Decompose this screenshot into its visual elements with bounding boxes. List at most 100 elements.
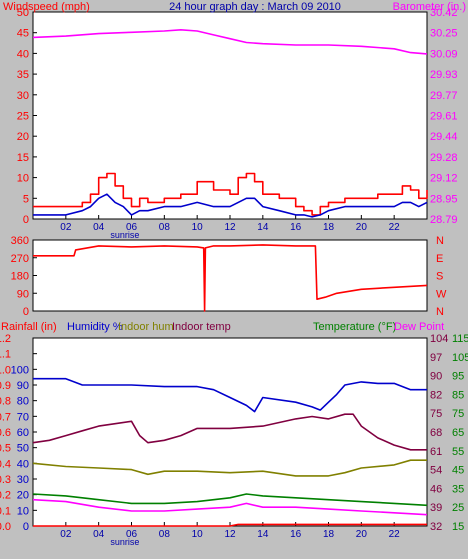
rainfall-tick-11: 1.1: [0, 349, 11, 361]
bottom-time-tick-02: 02: [60, 529, 72, 540]
top-time-tick-20: 20: [356, 222, 368, 233]
legend-humidity: Humidity %: [67, 321, 123, 333]
top-time-tick-10: 10: [192, 222, 204, 233]
inhum-series-line: [32, 459, 427, 477]
top-time-tick-18: 18: [323, 222, 335, 233]
barometer-tick-7: 29.93: [430, 69, 458, 81]
windspeed-tick-5: 25: [17, 111, 29, 123]
barometer-tick-10: 30.42: [430, 7, 458, 19]
baro-series-line: [32, 29, 428, 55]
barometer-tick-2: 29.12: [430, 173, 458, 185]
temperature-axis-tick-9: 105: [452, 352, 468, 364]
humidity-tick-8: 80: [17, 396, 29, 408]
top-time-tick-12: 12: [224, 222, 236, 233]
legend-indoor-temp: Indoor temp: [172, 321, 231, 333]
indoor-temp-axis-tick-5: 68: [430, 427, 442, 439]
temperature-axis-tick-5: 65: [452, 427, 464, 439]
rainfall-tick-1: 0.1: [0, 505, 11, 517]
bottom-time-tick-08: 08: [159, 529, 171, 540]
windspeed-axis-label: Windspeed (mph): [3, 1, 90, 13]
temperature-axis-tick-3: 45: [452, 465, 464, 477]
direction-tick-3: 270: [11, 253, 29, 265]
bottom-time-tick-14: 14: [257, 529, 269, 540]
rainfall-tick-3: 0.3: [0, 474, 11, 486]
indoor-temp-axis-tick-2: 46: [430, 483, 442, 495]
rainfall-tick-0: 0.0: [0, 521, 11, 533]
temperature-axis-tick-10: 115: [452, 333, 468, 345]
bottom-sunrise-label: sunrise: [110, 537, 139, 547]
indoor-temp-axis-tick-1: 39: [430, 502, 442, 514]
top-time-tick-02: 02: [60, 222, 72, 233]
indoor-temp-axis-tick-9: 97: [430, 352, 442, 364]
direction-tick-4: 360: [11, 235, 29, 247]
humidity-tick-9: 90: [17, 380, 29, 392]
windspeed-tick-6: 30: [17, 90, 29, 102]
barometer-tick-4: 29.44: [430, 131, 458, 143]
rain-series-line: [33, 523, 427, 527]
compass-tick-4: N: [436, 235, 444, 247]
bottom-time-tick-04: 04: [93, 529, 105, 540]
chart-title: 24 hour graph day : March 09 2010: [169, 1, 341, 13]
wind-baro-plot-area: [32, 11, 428, 220]
rainfall-tick-12: 1.2: [0, 333, 11, 345]
legend-rainfall: Rainfall (in): [1, 321, 57, 333]
dir-series-line: [33, 244, 428, 312]
barometer-tick-5: 29.61: [430, 111, 458, 123]
windspeed-tick-8: 40: [17, 48, 29, 60]
compass-tick-1: W: [436, 288, 447, 300]
bottom-time-tick-10: 10: [192, 529, 204, 540]
top-time-tick-14: 14: [257, 222, 269, 233]
windspeed-tick-9: 45: [17, 28, 29, 40]
rainfall-tick-4: 0.4: [0, 458, 11, 470]
indoor-temp-axis-tick-8: 90: [430, 371, 442, 383]
indoor-temp-axis-tick-10: 104: [430, 333, 448, 345]
top-sunrise-label: sunrise: [110, 230, 139, 240]
humidity-tick-10: 100: [11, 364, 29, 376]
rainfall-tick-6: 0.6: [0, 427, 11, 439]
dew-series-line: [32, 498, 428, 516]
temp-hum-plot-area: [32, 337, 428, 527]
temperature-axis-tick-6: 75: [452, 408, 464, 420]
direction-tick-0: 0: [23, 306, 29, 318]
rainfall-tick-7: 0.7: [0, 411, 11, 423]
top-time-tick-08: 08: [159, 222, 171, 233]
top-time-tick-04: 04: [93, 222, 105, 233]
top-time-tick-16: 16: [290, 222, 302, 233]
direction-tick-2: 180: [11, 271, 29, 283]
humidity-tick-4: 40: [17, 458, 29, 470]
indoor-temp-axis-tick-4: 61: [430, 446, 442, 458]
top-time-tick-22: 22: [389, 222, 401, 233]
rainfall-tick-2: 0.2: [0, 490, 11, 502]
top-time-tick-06: 06: [126, 222, 138, 233]
windspeed-tick-3: 15: [17, 152, 29, 164]
rainfall-tick-10: 1.0: [0, 364, 11, 376]
compass-tick-3: E: [436, 253, 443, 265]
windspeed-tick-1: 5: [23, 193, 29, 205]
barometer-tick-6: 29.77: [430, 90, 458, 102]
indoor-temp-axis-tick-3: 54: [430, 465, 442, 477]
wind-direction-plot-area: [32, 239, 428, 312]
gust-series-line: [33, 172, 428, 216]
windspeed-tick-7: 35: [17, 69, 29, 81]
bottom-time-tick-22: 22: [389, 529, 401, 540]
temperature-axis-tick-4: 55: [452, 446, 464, 458]
direction-tick-1: 90: [17, 288, 29, 300]
humidity-tick-1: 10: [17, 505, 29, 517]
hum-series-line: [33, 377, 427, 413]
rainfall-tick-8: 0.8: [0, 396, 11, 408]
barometer-axis-label: Barometer (in.): [393, 1, 466, 13]
barometer-tick-9: 30.25: [430, 28, 458, 40]
temperature-axis-tick-8: 95: [452, 371, 464, 383]
legend-dew-point: Dew Point: [394, 321, 444, 333]
compass-tick-0: N: [436, 306, 444, 318]
windspeed-tick-4: 20: [17, 131, 29, 143]
temperature-axis-tick-7: 85: [452, 389, 464, 401]
bottom-time-tick-12: 12: [224, 529, 236, 540]
temp-series-line: [32, 493, 428, 507]
barometer-tick-3: 29.28: [430, 152, 458, 164]
barometer-tick-0: 28.79: [430, 214, 458, 226]
bottom-time-tick-18: 18: [323, 529, 335, 540]
rainfall-tick-5: 0.5: [0, 443, 11, 455]
